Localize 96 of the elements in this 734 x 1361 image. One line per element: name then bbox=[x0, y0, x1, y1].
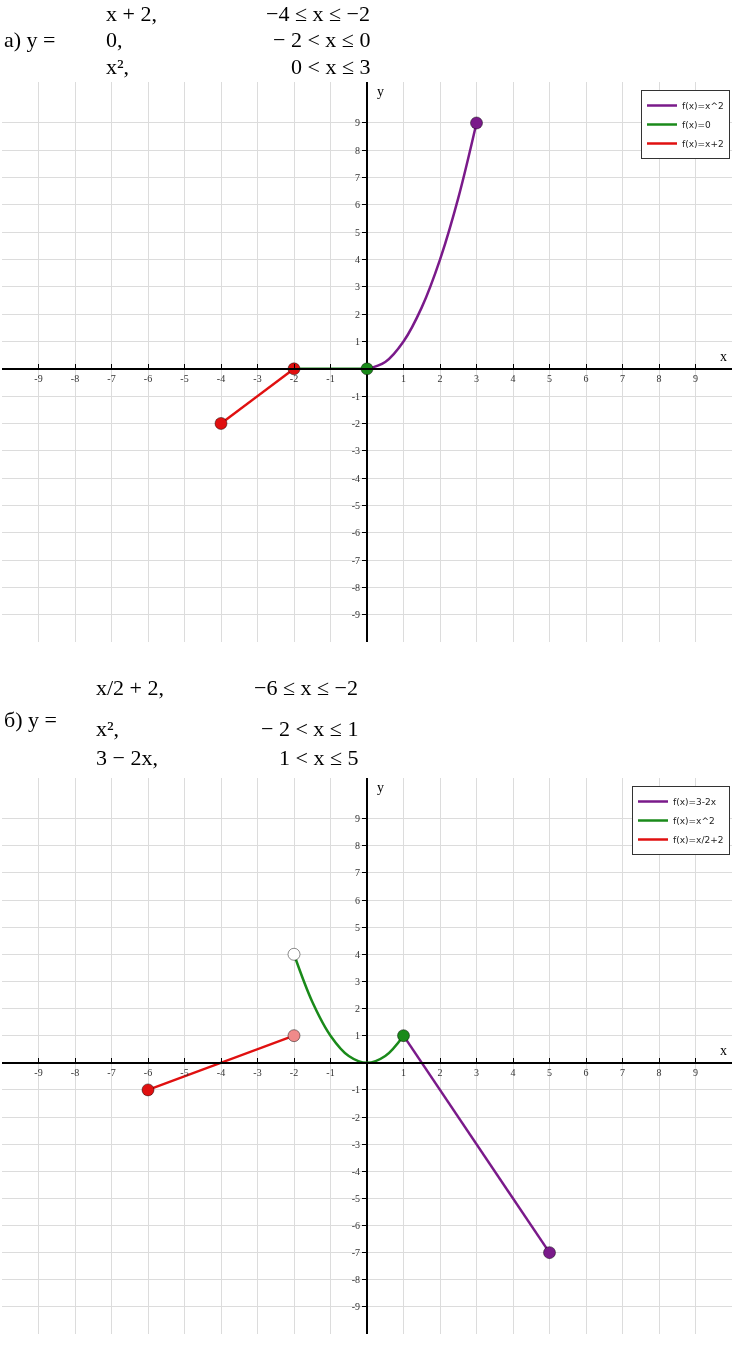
y-tick-label: 5 bbox=[355, 921, 360, 933]
text: x², bbox=[96, 716, 120, 741]
y-tick-label: -1 bbox=[351, 1084, 360, 1096]
text: x², bbox=[106, 54, 130, 79]
text: −4 ≤ x ≤ −2 bbox=[266, 1, 370, 26]
text: x + 2, bbox=[106, 1, 157, 26]
x-tick-label: -1 bbox=[326, 372, 335, 384]
y-tick-label: 4 bbox=[355, 948, 360, 960]
y-tick-label: 3 bbox=[355, 281, 360, 293]
y-tick-label: 8 bbox=[355, 144, 360, 156]
x-tick-label: -8 bbox=[70, 1066, 80, 1078]
x-axis-title: x bbox=[720, 1043, 727, 1058]
y-tick-label: -4 bbox=[351, 472, 360, 484]
x-tick-label: 1 bbox=[401, 1066, 406, 1078]
y-tick-label: -7 bbox=[351, 1247, 360, 1259]
x-tick-label: -8 bbox=[70, 372, 80, 384]
x-tick-label: -6 bbox=[143, 372, 153, 384]
text: 0, bbox=[106, 27, 123, 52]
x-tick-label: -3 bbox=[253, 372, 262, 384]
text: 1 < x ≤ 5 bbox=[279, 745, 359, 770]
y-tick-label: 8 bbox=[355, 840, 360, 852]
x-tick-label: -9 bbox=[34, 372, 43, 384]
text: −6 ≤ x ≤ −2 bbox=[254, 675, 358, 700]
x-tick-label: 1 bbox=[401, 372, 406, 384]
legend-label: f(x)=x/2+2 bbox=[673, 835, 724, 846]
y-tick-label: -1 bbox=[351, 390, 360, 402]
y-tick-label: 6 bbox=[355, 199, 360, 211]
x-tick-label: -7 bbox=[107, 372, 116, 384]
x-tick-label: 8 bbox=[656, 1066, 662, 1078]
x-tick-label: 4 bbox=[510, 372, 516, 384]
chart-title: а) y = bbox=[4, 27, 56, 52]
x-tick-label: -6 bbox=[143, 1066, 153, 1078]
x-tick-label: 9 bbox=[693, 1066, 698, 1078]
text: − 2 < x ≤ 1 bbox=[261, 716, 359, 741]
y-tick-label: -6 bbox=[351, 1220, 360, 1232]
y-tick-label: 9 bbox=[355, 813, 360, 825]
legend-label: f(x)=3-2x bbox=[673, 797, 717, 808]
legend-label: f(x)=x+2 bbox=[682, 139, 724, 150]
y-tick-label: -7 bbox=[351, 554, 360, 566]
y-tick-label: 7 bbox=[355, 172, 360, 184]
y-tick-label: 1 bbox=[355, 1030, 360, 1042]
x-tick-label: -5 bbox=[180, 1066, 189, 1078]
legend-label: f(x)=0 bbox=[682, 120, 712, 131]
x-tick-label: -4 bbox=[216, 1066, 226, 1078]
x-tick-label: 2 bbox=[437, 1066, 443, 1078]
x-tick-label: -2 bbox=[289, 372, 299, 384]
y-tick-label: 1 bbox=[355, 336, 360, 348]
x-tick-label: -2 bbox=[289, 1066, 299, 1078]
text: − 2 < x ≤ 0 bbox=[273, 27, 371, 52]
text: x/2 + 2, bbox=[96, 675, 165, 700]
y-tick-label: -8 bbox=[351, 1274, 360, 1286]
x-tick-label: 9 bbox=[693, 372, 698, 384]
x-tick-label: 5 bbox=[547, 1066, 552, 1078]
y-tick-label: -2 bbox=[351, 417, 360, 429]
x-tick-label: 3 bbox=[474, 372, 479, 384]
y-axis-title: y bbox=[377, 84, 384, 99]
legend-label: f(x)=x^2 bbox=[673, 816, 715, 827]
x-tick-label: 6 bbox=[583, 1066, 589, 1078]
y-tick-label: 9 bbox=[355, 117, 360, 129]
y-tick-label: -5 bbox=[351, 1192, 360, 1204]
y-tick-label: 6 bbox=[355, 894, 360, 906]
x-tick-label: 2 bbox=[437, 372, 443, 384]
x-tick-label: 7 bbox=[620, 1066, 625, 1078]
x-tick-label: 3 bbox=[474, 1066, 479, 1078]
y-tick-label: 7 bbox=[355, 867, 360, 879]
x-tick-label: 4 bbox=[510, 1066, 516, 1078]
x-tick-label: -9 bbox=[34, 1066, 43, 1078]
x-tick-label: -3 bbox=[253, 1066, 262, 1078]
y-tick-label: -9 bbox=[351, 1301, 360, 1313]
y-tick-label: 4 bbox=[355, 254, 360, 266]
y-tick-label: -8 bbox=[351, 581, 360, 593]
legend-label: f(x)=x^2 bbox=[682, 101, 724, 112]
y-tick-label: -9 bbox=[351, 609, 360, 621]
x-tick-label: 6 bbox=[583, 372, 589, 384]
y-tick-label: -6 bbox=[351, 527, 360, 539]
x-tick-label: 5 bbox=[547, 372, 552, 384]
text: 3 − 2x, bbox=[96, 745, 158, 770]
y-tick-label: -4 bbox=[351, 1165, 360, 1177]
y-tick-label: -3 bbox=[351, 445, 360, 457]
x-tick-label: 8 bbox=[656, 372, 662, 384]
x-axis-title: x bbox=[720, 349, 727, 364]
y-tick-label: 2 bbox=[355, 308, 360, 320]
y-tick-label: -5 bbox=[351, 499, 360, 511]
y-tick-label: 2 bbox=[355, 1003, 360, 1015]
x-tick-label: -4 bbox=[216, 372, 226, 384]
x-tick-label: 7 bbox=[620, 372, 625, 384]
y-tick-label: -2 bbox=[351, 1111, 360, 1123]
x-tick-label: -1 bbox=[326, 1066, 335, 1078]
y-axis-title: y bbox=[377, 780, 384, 795]
y-tick-label: 3 bbox=[355, 975, 360, 987]
y-tick-label: 5 bbox=[355, 226, 360, 238]
chart-title: б) y = bbox=[4, 707, 57, 732]
text: 0 < x ≤ 3 bbox=[291, 54, 371, 79]
x-tick-label: -5 bbox=[180, 372, 189, 384]
x-tick-label: -7 bbox=[107, 1066, 116, 1078]
y-tick-label: -3 bbox=[351, 1138, 360, 1150]
